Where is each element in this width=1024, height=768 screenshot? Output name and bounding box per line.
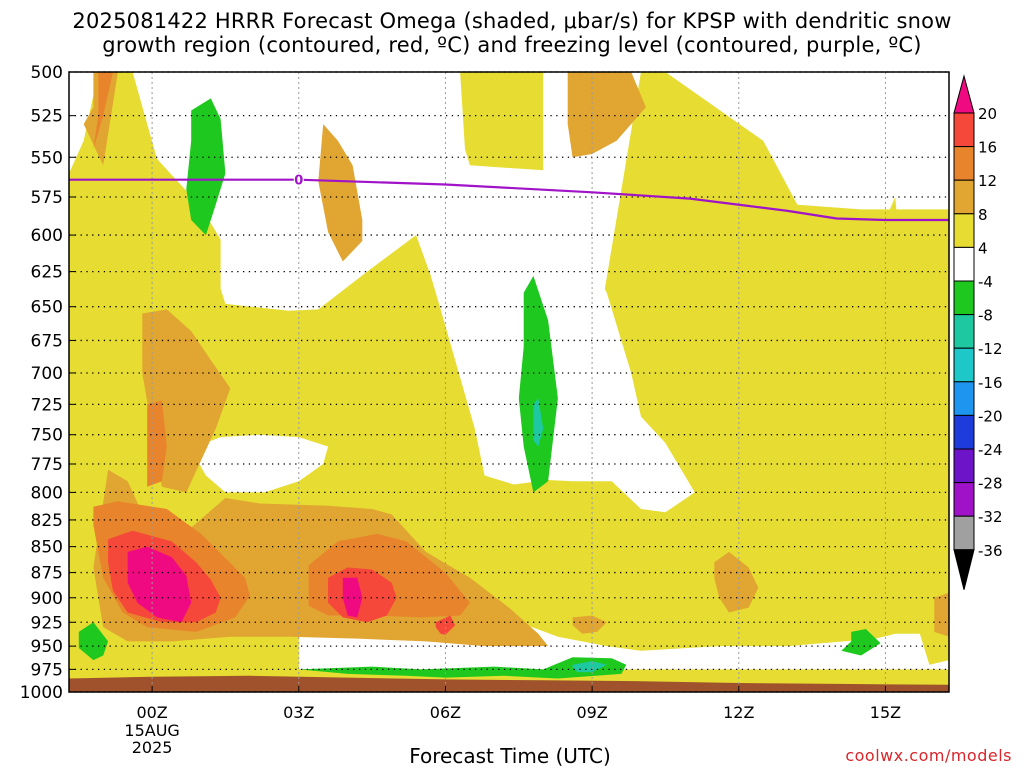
ytick-label-725: 725 (31, 395, 63, 415)
xtick-sublabel-2025: 2025 (132, 738, 173, 757)
omega-region-white-3 (196, 434, 329, 493)
ytick-label-875: 875 (31, 564, 63, 584)
colorbar-swatch-10 (953, 414, 975, 450)
xtick-label-06Z: 06Z (430, 703, 461, 722)
colorbar-swatch-4 (953, 213, 975, 248)
colorbar-label-12: 12 (978, 172, 997, 190)
ytick-label-675: 675 (31, 331, 63, 351)
ytick-label-700: 700 (31, 364, 63, 384)
colorbar-label--4: -4 (978, 273, 993, 291)
ytick-label-850: 850 (31, 538, 63, 558)
freezing-level-line (69, 178, 949, 222)
omega-region-gold-29 (934, 592, 949, 637)
y-axis: 500 525 550 575 600 625 650 675 700 725 750 775 800 8… (20, 63, 75, 703)
omega-region-yellow-28 (914, 555, 949, 665)
chart-title-line-2: growth region (contoured, red, ºC) and f… (102, 33, 922, 57)
colorbar-top-arrow (953, 74, 975, 114)
colorbar-label--20: -20 (978, 407, 1003, 425)
ytick-label-525: 525 (31, 107, 63, 127)
colorbar-bottom-arrow (953, 549, 975, 590)
colorbar-swatch-12 (953, 482, 975, 517)
ytick-label-800: 800 (31, 483, 63, 503)
omega-shading (69, 72, 949, 692)
colorbar-swatch-2 (953, 146, 975, 181)
credit-link[interactable]: coolwx.com/models (845, 746, 1012, 765)
xtick-label-09Z: 09Z (576, 703, 607, 722)
colorbar-swatch-11 (953, 448, 975, 484)
colorbar-swatch-6 (953, 280, 975, 316)
ytick-label-1000: 1000 (20, 683, 63, 703)
omega-region-red-17 (435, 615, 456, 635)
omega-region-teal-27 (572, 661, 607, 673)
ytick-label-625: 625 (31, 263, 63, 283)
ytick-label-575: 575 (31, 188, 63, 208)
colorbar-label--32: -32 (978, 508, 1003, 526)
omega-region-gold-9 (567, 72, 646, 158)
ytick-label-550: 550 (31, 148, 63, 168)
omega-region-ground-31 (69, 675, 949, 692)
colorbar-swatch-7 (953, 314, 975, 349)
omega-region-green-26 (298, 657, 627, 679)
xtick-sublabel-15AUG: 15AUG (124, 721, 179, 740)
ytick-label-600: 600 (31, 226, 63, 246)
chart-title-line-1: 2025081422 HRRR Forecast Omega (shaded, … (72, 9, 952, 33)
colorbar-label-8: 8 (978, 206, 988, 224)
colorbar-label--24: -24 (978, 441, 1003, 459)
colorbar-label--36: -36 (978, 542, 1003, 560)
colorbar-swatch-5 (953, 246, 975, 282)
omega-region-green-22 (518, 275, 558, 493)
omega-region-teal-23 (533, 398, 544, 447)
colorbar-label--16: -16 (978, 374, 1003, 392)
omega-region-green-24 (78, 622, 109, 661)
colorbar-label-20: 20 (978, 105, 997, 123)
omega-region-gold-7 (318, 124, 363, 262)
xtick-label-03Z: 03Z (283, 703, 314, 722)
ytick-label-825: 825 (31, 511, 63, 531)
colorbar-swatch-9 (953, 381, 975, 416)
ytick-label-500: 500 (31, 63, 63, 83)
omega-region-magenta-19 (342, 577, 363, 618)
omega-region-green-21 (186, 98, 226, 236)
freezing-level: 0 (69, 172, 949, 222)
freezing-label-bg (293, 172, 304, 187)
ytick-label-650: 650 (31, 298, 63, 318)
omega-region-magenta-18 (127, 546, 192, 623)
xtick-label-15Z: 15Z (870, 703, 901, 722)
omega-region-gold-20 (572, 615, 607, 634)
omega-region-green-25 (841, 629, 881, 656)
grid-lines (69, 71, 949, 693)
colorbar-label--8: -8 (978, 307, 993, 325)
colorbar-label-16: 16 (978, 139, 997, 157)
colorbar-swatch-13 (953, 515, 975, 551)
x-axis-title: Forecast Time (UTC) (409, 744, 611, 768)
colorbar-label--28: -28 (978, 475, 1003, 493)
freezing-level-label: 0 (294, 174, 303, 189)
ytick-label-925: 925 (31, 613, 63, 633)
colorbar-swatch-3 (953, 179, 975, 215)
xtick-label-12Z: 12Z (723, 703, 754, 722)
colorbar-swatch-1 (953, 112, 975, 148)
colorbar-swatch-8 (953, 347, 975, 383)
colorbar-legend: 20 16 12 8 4 -4 -8 -12 -16 -20 -24 -28 -32 -36 (953, 74, 1003, 590)
ytick-label-950: 950 (31, 637, 63, 657)
colorbar-label-4: 4 (978, 239, 988, 257)
xtick-label-00Z: 00Z (136, 703, 167, 722)
plot-frame (68, 71, 950, 693)
colorbar-label--12: -12 (978, 340, 1003, 358)
ytick-label-775: 775 (31, 455, 63, 475)
ytick-label-750: 750 (31, 426, 63, 446)
omega-region-white-1 (69, 72, 99, 174)
ytick-label-975: 975 (31, 660, 63, 680)
ytick-label-900: 900 (31, 589, 63, 609)
omega-region-orange-13 (93, 72, 113, 150)
